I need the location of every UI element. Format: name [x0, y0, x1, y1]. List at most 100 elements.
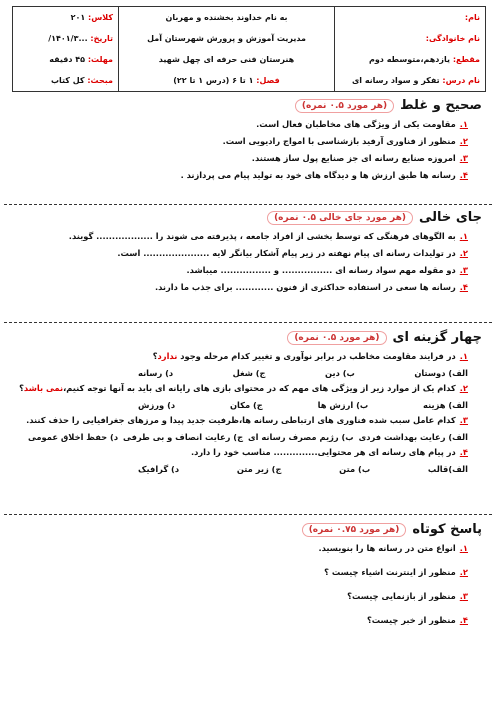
question-number: ۴. [459, 615, 468, 625]
field-label: نام: [464, 13, 480, 22]
section: پاسخ کوتاه (هر مورد ۰.۷۵ نمره) ۱.انواع متن… [14, 522, 482, 639]
option: الف) رعایت بهداشت فردی [358, 432, 468, 442]
header-cell: مقطع: یازدهم،متوسطه دوم [340, 55, 480, 64]
section-score: (هر مورد جای خالی ۰.۵ نمره) [267, 210, 414, 225]
question: ۳.کدام عامل سبب شده فناوری های ارتباطی ر… [14, 415, 482, 426]
question-text: در تولیدات رسانه ای پیام نهفته در زیر پی… [117, 248, 456, 258]
section-header: جای خالی (هر مورد جای خالی ۰.۵ نمره) [14, 210, 482, 225]
question-number: ۴. [459, 282, 468, 292]
question-number: ۱. [459, 543, 468, 553]
header-right: نام: نام خانوادگی: مقطع: یازدهم،متوسطه د… [334, 7, 485, 91]
question-number: ۴. [459, 170, 468, 180]
option: د) حفظ اخلاق عمومی [28, 432, 119, 442]
options: الف) رعایت بهداشت فردی ب) رژیم مصرف رسانه… [28, 432, 482, 442]
header-cell: تاریخ: ...۱۴۰۱/۳/ [18, 34, 113, 43]
option: ج) مکان [229, 400, 263, 410]
question-text-end: ؟ [19, 383, 24, 393]
question-text: دو مقوله مهم سواد رسانه ای .............… [186, 265, 456, 275]
question-number: ۲. [459, 383, 468, 393]
header-table: نام: نام خانوادگی: مقطع: یازدهم،متوسطه د… [12, 6, 486, 92]
field-label: مبحث: [87, 76, 113, 85]
field-label: کلاس: [88, 13, 113, 22]
field-value: تفکر و سواد رسانه ای [351, 76, 440, 85]
option: الف)قالب [427, 464, 468, 474]
question-emphasis: نمی باشد [23, 383, 64, 393]
field-value: یازدهم،متوسطه دوم [368, 55, 451, 64]
header-cell: مدیریت آموزش و پرورش شهرستان آمل [147, 34, 306, 43]
question-number: ۱. [459, 351, 468, 361]
section-score: (هر مورد ۰.۷۵ نمره) [301, 522, 407, 537]
question-number: ۲. [459, 248, 468, 258]
field-label: نام درس: [442, 76, 480, 85]
option: الف) دوستان [414, 368, 468, 378]
header-cell: مهلت: ۴۵ دقیقه [18, 55, 113, 64]
section: جای خالی (هر مورد جای خالی ۰.۵ نمره) ۱.به … [14, 210, 482, 299]
question-text: در پیام های رسانه ای هر محتوایی.........… [191, 447, 456, 457]
question: ۱.مقاومت یکی از ویژگی های مخاطبان فعال ا… [14, 119, 482, 130]
question-text-end: ؟ [152, 351, 158, 361]
question: ۳.منظور از بازنمایی چیست؟ [14, 591, 482, 602]
section-title: چهار گزینه ای [392, 330, 482, 345]
question-text: کدام یک از موارد زیر از ویژگی های مهم که… [63, 383, 456, 393]
question: ۲.در تولیدات رسانه ای پیام نهفته در زیر … [14, 248, 482, 259]
question: ۱.در فرایند مقاومت مخاطب در برابر نوآوری… [14, 351, 482, 362]
option: الف) هزینه [423, 400, 468, 410]
question-number: ۳. [459, 591, 468, 601]
question: ۲.منظور از فناوری آرفید بازشناسی با اموا… [14, 136, 482, 147]
question-text: انواع متن در رسانه ها را بنویسید. [318, 543, 456, 553]
section-header: صحیح و غلط (هر مورد ۰.۵ نمره) [14, 98, 482, 113]
section-header: پاسخ کوتاه (هر مورد ۰.۷۵ نمره) [14, 522, 482, 537]
section-score: (هر مورد ۰.۵ نمره) [287, 330, 387, 345]
header-cell: نام خانوادگی: [340, 34, 480, 43]
section-title: جای خالی [419, 210, 482, 225]
question-number: ۳. [459, 415, 468, 425]
option: د) گرافیک [138, 464, 180, 474]
field-label: نام خانوادگی: [425, 34, 480, 43]
question: ۴.رسانه ها طبق ارزش ها و دیدگاه های خود … [14, 170, 482, 181]
question-text: منظور از خبر چیست؟ [366, 615, 456, 625]
question: ۲.کدام یک از موارد زیر از ویژگی های مهم … [14, 383, 482, 394]
section-title: صحیح و غلط [400, 98, 482, 113]
header-cell: نام درس: تفکر و سواد رسانه ای [340, 76, 480, 85]
question-number: ۲. [459, 136, 468, 146]
question: ۴.منظور از خبر چیست؟ [14, 615, 482, 626]
question-number: ۱. [459, 231, 468, 241]
field-value: ...۱۴۰۱/۳/ [48, 34, 88, 43]
field-value: ۲۰۱ [70, 13, 86, 22]
header-left: کلاس: ۲۰۱ تاریخ: ...۱۴۰۱/۳/مهلت: ۴۵ دقیقه… [13, 7, 118, 91]
field-label: فصل: [256, 76, 280, 85]
header-cell: هنرستان فنی حرفه ای چهل شهید [158, 55, 295, 64]
option: ج) رعایت انصاف و بی طرفی [123, 432, 244, 442]
question-text: منظور از فناوری آرفید بازشناسی با امواج … [222, 136, 456, 146]
section-separator [4, 514, 492, 515]
section-title: پاسخ کوتاه [412, 522, 482, 537]
question: ۴.در پیام های رسانه ای هر محتوایی.......… [14, 447, 482, 458]
question-text: مقاومت یکی از ویژگی های مخاطبان فعال است… [256, 119, 456, 129]
question-text: کدام عامل سبب شده فناوری های ارتباطی رسا… [26, 415, 456, 425]
field-value: کل کتاب [51, 76, 85, 85]
section-separator [4, 322, 492, 323]
question: ۳.دو مقوله مهم سواد رسانه ای ...........… [14, 265, 482, 276]
option: د) ورزش [138, 400, 176, 410]
header-center: به نام خداوند بخشنده و مهربان مدیریت آموز… [118, 7, 334, 91]
field-label: تاریخ: [90, 34, 113, 43]
options: الف)قالب ب) متن ج) زیر متن د) گرافیک [138, 464, 482, 474]
question: ۱.به الگوهای فرهنگی که توسط بخشی از افرا… [14, 231, 482, 242]
option: ج) شغل [232, 368, 266, 378]
question: ۲.منظور از اینترنت اشیاء چیست ؟ [14, 567, 482, 578]
question: ۱.انواع متن در رسانه ها را بنویسید. [14, 543, 482, 554]
question-number: ۲. [459, 567, 468, 577]
question-text: منظور از بازنمایی چیست؟ [347, 591, 456, 601]
field-label: مقطع: [452, 55, 480, 64]
question-text: رسانه ها سعی در استفاده حداکثری از فنون … [154, 282, 456, 292]
question: ۳.امروزه صنایع رسانه ای جز صنایع پول ساز… [14, 153, 482, 164]
header-cell: کلاس: ۲۰۱ [18, 13, 113, 22]
question-text: رسانه ها طبق ارزش ها و دیدگاه های خود به… [180, 170, 456, 180]
header-cell: به نام خداوند بخشنده و مهربان [165, 13, 288, 22]
header-cell: مبحث: کل کتاب [18, 76, 113, 85]
question-text: منظور از اینترنت اشیاء چیست ؟ [324, 567, 456, 577]
option: ب) دین [325, 368, 355, 378]
option: د) رسانه [138, 368, 174, 378]
